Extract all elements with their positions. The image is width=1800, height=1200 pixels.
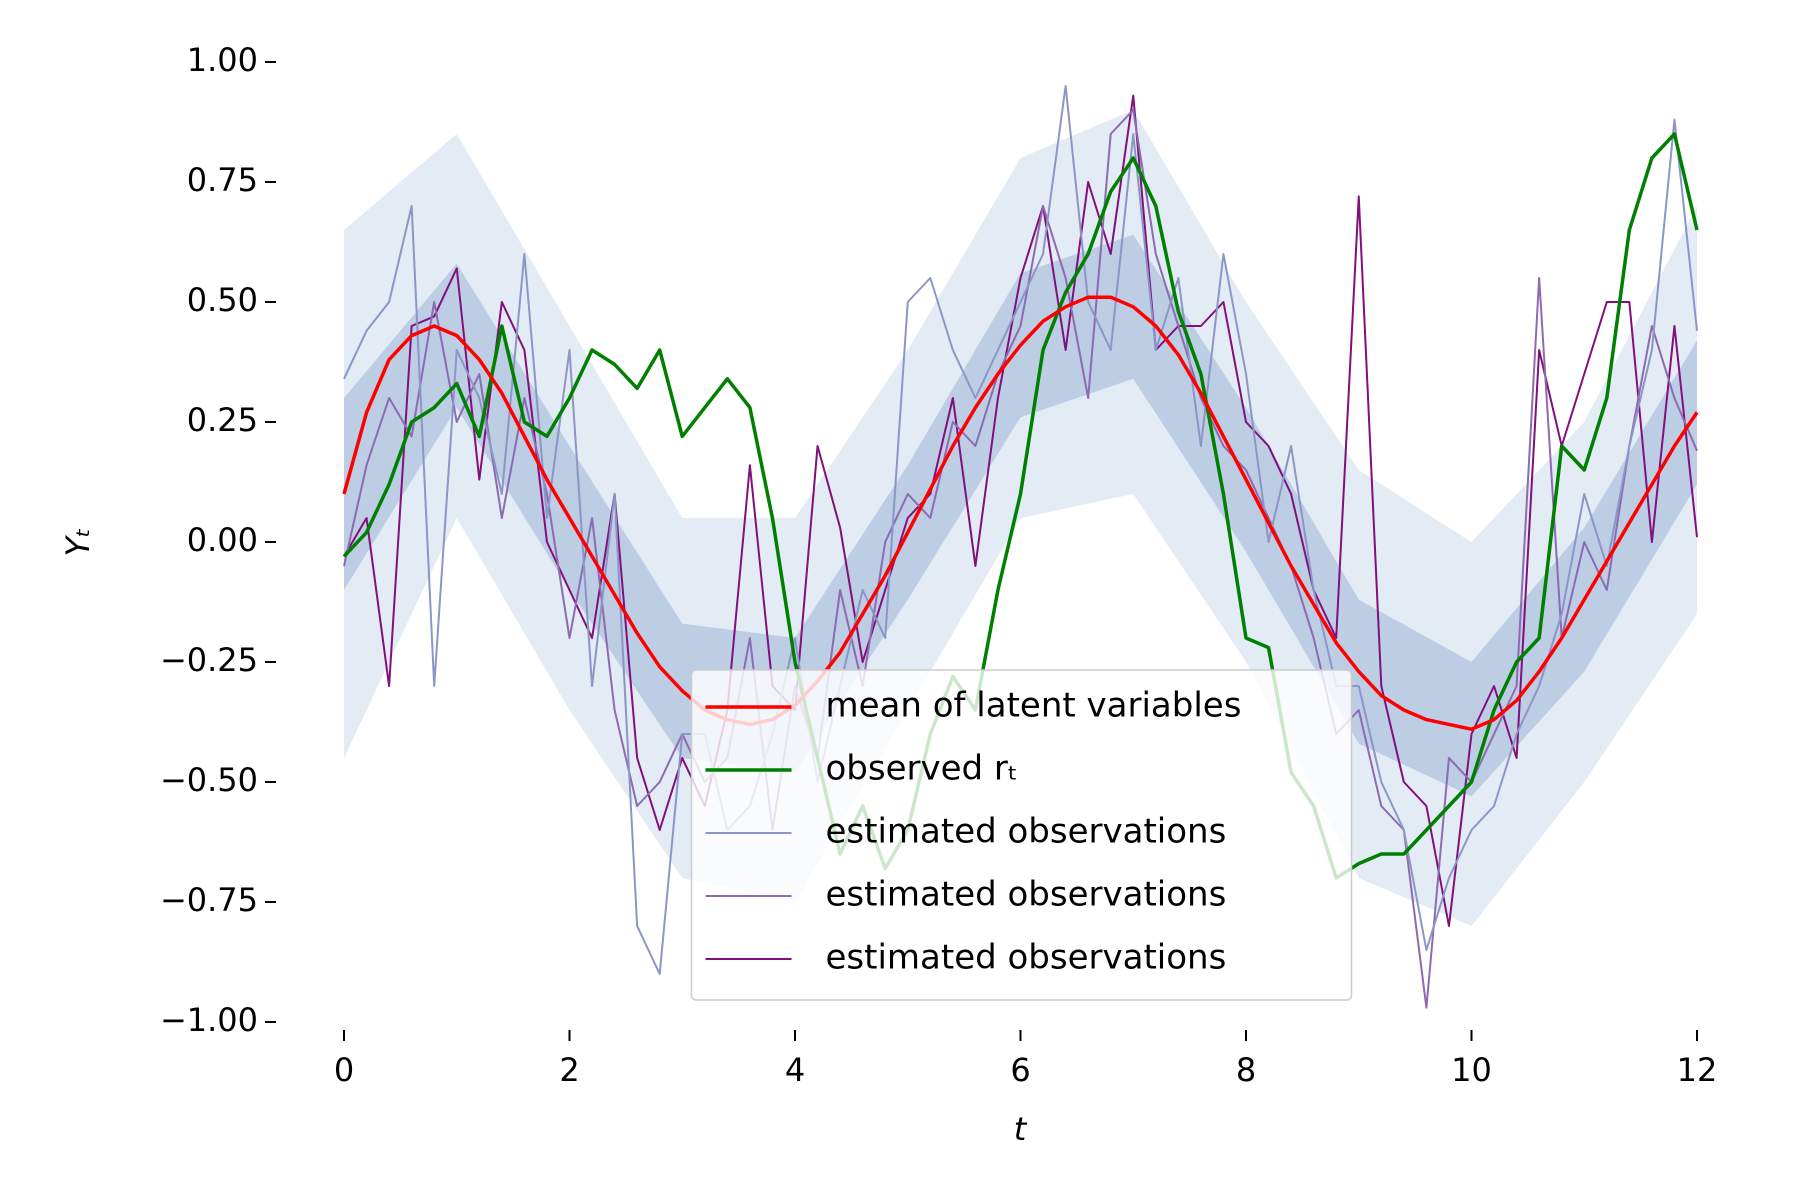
legend-label: estimated observations xyxy=(826,812,1227,852)
legend-label: estimated observations xyxy=(826,938,1227,978)
y-tick-label: 0.50 xyxy=(187,281,258,319)
x-axis-label: t xyxy=(1014,1110,1028,1148)
x-tick-label: 2 xyxy=(559,1051,579,1089)
bands xyxy=(344,110,1697,926)
x-tick-label: 8 xyxy=(1236,1051,1256,1089)
x-tick-label: 12 xyxy=(1677,1051,1718,1089)
uncertainty-band xyxy=(344,234,1697,797)
y-tick-label: −0.75 xyxy=(160,881,258,919)
x-tick-label: 6 xyxy=(1010,1051,1030,1089)
legend-box xyxy=(690,669,1353,1001)
y-axis-label: Yₜ xyxy=(59,528,97,557)
x-tick-label: 10 xyxy=(1451,1051,1492,1089)
x-tick-label: 4 xyxy=(785,1051,805,1089)
series-line xyxy=(342,295,1699,731)
y-tick-label: 0.00 xyxy=(187,521,258,559)
y-tick-label: −0.50 xyxy=(160,761,258,799)
legend-label: estimated observations xyxy=(826,875,1227,915)
y-tick-label: 1.00 xyxy=(187,41,258,79)
y-tick-label: −1.00 xyxy=(160,1001,258,1039)
legend-label: mean of latent variables xyxy=(826,686,1242,726)
y-tick-label: −0.25 xyxy=(160,641,258,679)
legend-label: observed rₜ xyxy=(826,749,1018,789)
y-tick-label: 0.25 xyxy=(187,401,258,439)
lines xyxy=(342,85,1699,1009)
series-line xyxy=(343,85,1698,975)
y-tick-label: 0.75 xyxy=(187,161,258,199)
series-line xyxy=(342,132,1699,880)
axes: −1.00 −0.75 −0.50 −0.25 0.00 0.25 0.50 0.75 1.00… xyxy=(160,41,1717,1089)
series-line xyxy=(343,94,1698,927)
x-tick-label: 0 xyxy=(334,1051,354,1089)
legend: mean of latent variables observed rₜ estim… xyxy=(690,669,1353,1001)
